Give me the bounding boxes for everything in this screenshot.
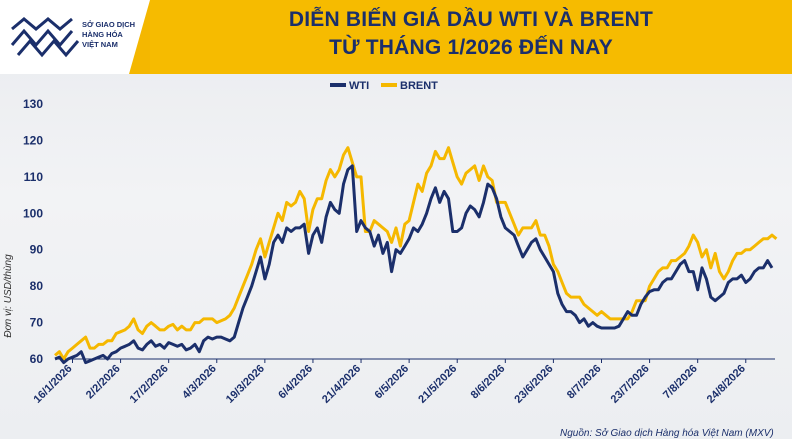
header-panel xyxy=(150,0,792,74)
y-axis-label: Đơn vị: USD/thùng xyxy=(3,254,14,338)
x-tick-label: 4/3/2026 xyxy=(180,363,219,402)
x-tick-label: 16/1/2026 xyxy=(32,363,75,406)
x-tick-label: 8/7/2026 xyxy=(565,363,604,402)
x-tick-label: 23/7/2026 xyxy=(609,363,652,406)
logo-text-line2: HÀNG HÓA xyxy=(82,30,123,39)
price-chart: WTI BRENT 60 70 80 90 100 110 120 130 Đơn vị: U… xyxy=(3,80,778,406)
chart-legend: WTI BRENT xyxy=(330,80,438,92)
legend-label-wti: WTI xyxy=(349,80,369,92)
x-tick-label: 19/3/2026 xyxy=(224,363,267,406)
y-tick-label: 90 xyxy=(30,243,44,257)
x-tick-label: 24/8/2026 xyxy=(705,363,748,406)
logo-mark-icon xyxy=(10,17,80,58)
series-line-brent xyxy=(54,146,778,361)
source-note: Nguồn: Sở Giao dịch Hàng hóa Việt Nam (M… xyxy=(560,428,774,439)
logo-text-line3: VIỆT NAM xyxy=(82,40,118,49)
x-axis: 16/1/2026 2/2/2026 17/2/2026 4/3/2026 19/3/2… xyxy=(32,359,748,406)
x-tick-label: 7/8/2026 xyxy=(661,363,700,402)
y-tick-label: 130 xyxy=(23,97,43,111)
y-tick-label: 100 xyxy=(23,206,43,220)
x-tick-label: 21/5/2026 xyxy=(416,363,459,406)
logo-text-line1: SỞ GIAO DỊCH xyxy=(82,20,136,29)
series-layer xyxy=(54,146,778,365)
y-tick-label: 120 xyxy=(23,133,43,147)
x-tick-label: 17/2/2026 xyxy=(128,363,171,406)
legend-label-brent: BRENT xyxy=(400,80,438,92)
y-tick-label: 70 xyxy=(30,316,44,330)
logo: SỞ GIAO DỊCH HÀNG HÓA VIỆT NAM xyxy=(0,0,150,74)
series-line-wti xyxy=(54,164,774,365)
x-tick-label: 8/6/2026 xyxy=(469,363,508,402)
x-tick-label: 6/5/2026 xyxy=(372,363,411,402)
chart-title-line2: TỪ THÁNG 1/2026 ĐẾN NAY xyxy=(329,36,613,59)
y-axis: 60 70 80 90 100 110 120 130 xyxy=(23,97,43,366)
chart-title-line1: DIỄN BIẾN GIÁ DẦU WTI VÀ BRENT xyxy=(288,8,654,31)
x-tick-label: 21/4/2026 xyxy=(320,363,363,406)
y-tick-label: 80 xyxy=(30,279,44,293)
x-tick-label: 6/4/2026 xyxy=(276,363,315,402)
x-tick-label: 23/6/2026 xyxy=(512,363,555,406)
x-tick-label: 2/2/2026 xyxy=(84,363,123,402)
y-tick-label: 110 xyxy=(24,170,44,184)
y-tick-label: 60 xyxy=(30,352,44,366)
